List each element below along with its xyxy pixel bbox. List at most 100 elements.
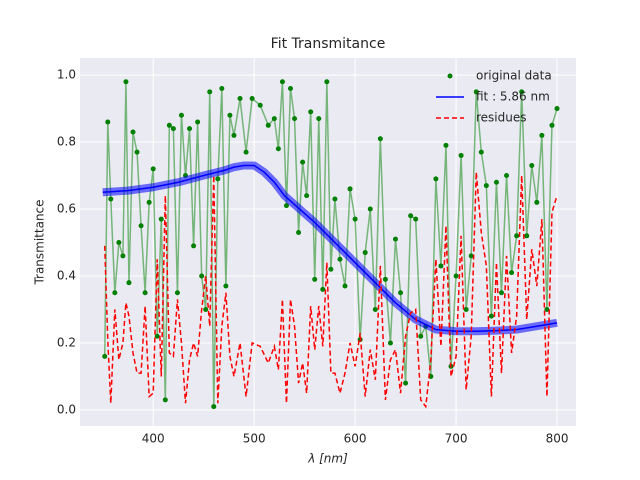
data-point bbox=[243, 149, 249, 155]
data-point bbox=[231, 132, 237, 138]
data-point bbox=[337, 256, 343, 262]
data-point bbox=[438, 263, 444, 269]
data-point bbox=[324, 79, 330, 85]
y-tick-label: 1.0 bbox=[57, 68, 76, 82]
data-point bbox=[362, 250, 368, 256]
data-point bbox=[195, 119, 201, 125]
data-point bbox=[138, 223, 144, 229]
data-point bbox=[347, 186, 353, 192]
data-point bbox=[102, 353, 108, 359]
data-point bbox=[146, 199, 152, 205]
data-point bbox=[227, 112, 233, 118]
data-point bbox=[178, 112, 184, 118]
data-point bbox=[488, 313, 494, 319]
data-point bbox=[287, 85, 293, 91]
legend-label: original data bbox=[476, 69, 552, 83]
data-point bbox=[418, 333, 424, 339]
data-point bbox=[392, 236, 398, 242]
data-point bbox=[265, 122, 271, 128]
data-point bbox=[514, 233, 520, 239]
y-tick-label: 0.0 bbox=[57, 402, 76, 416]
legend-marker bbox=[447, 73, 453, 79]
fit-line bbox=[102, 164, 558, 332]
data-point bbox=[170, 126, 176, 132]
data-point bbox=[433, 176, 439, 182]
data-point bbox=[539, 132, 545, 138]
data-point bbox=[142, 290, 148, 296]
data-point bbox=[478, 149, 484, 155]
data-point bbox=[211, 404, 217, 410]
data-point bbox=[498, 290, 504, 296]
data-point bbox=[524, 233, 530, 239]
x-tick-label: 700 bbox=[445, 432, 468, 446]
y-axis-label: Transmittance bbox=[33, 199, 47, 285]
data-point bbox=[458, 152, 464, 158]
x-tick-label: 600 bbox=[344, 432, 367, 446]
data-point bbox=[504, 173, 510, 179]
data-point bbox=[215, 176, 221, 182]
data-point bbox=[120, 253, 126, 259]
data-point bbox=[158, 216, 164, 222]
data-point bbox=[174, 290, 180, 296]
data-point bbox=[367, 206, 373, 212]
data-point bbox=[150, 166, 156, 172]
data-point bbox=[203, 306, 209, 312]
data-point bbox=[134, 149, 140, 155]
data-point bbox=[223, 283, 229, 289]
residue-line bbox=[103, 172, 558, 409]
data-point bbox=[237, 96, 243, 102]
data-point bbox=[112, 290, 118, 296]
data-point bbox=[320, 286, 326, 292]
data-point bbox=[199, 273, 205, 279]
data-point bbox=[463, 306, 469, 312]
data-point bbox=[166, 122, 172, 128]
data-point bbox=[130, 129, 136, 135]
data-point bbox=[554, 106, 560, 112]
y-tick-label: 0.6 bbox=[57, 202, 76, 216]
y-tick-label: 0.2 bbox=[57, 335, 76, 349]
chart-title: Fit Transmitance bbox=[271, 36, 386, 52]
data-point bbox=[387, 340, 393, 346]
data-point bbox=[154, 333, 160, 339]
data-point bbox=[372, 306, 378, 312]
data-point bbox=[108, 196, 114, 202]
data-point bbox=[468, 253, 474, 259]
data-point bbox=[453, 273, 459, 279]
x-tick-label: 500 bbox=[243, 432, 266, 446]
data-point bbox=[509, 270, 515, 276]
data-point bbox=[162, 397, 168, 403]
data-point bbox=[219, 85, 225, 91]
data-point bbox=[187, 126, 193, 132]
data-point bbox=[403, 380, 409, 386]
data-point bbox=[271, 116, 277, 122]
data-point bbox=[116, 240, 122, 246]
data-point bbox=[493, 179, 499, 185]
data-point bbox=[352, 216, 358, 222]
legend-label: residues bbox=[476, 111, 527, 125]
data-point bbox=[126, 280, 132, 286]
data-point bbox=[377, 136, 383, 142]
legend-label: fit : 5.86 nm bbox=[476, 90, 550, 104]
data-point bbox=[382, 276, 388, 282]
data-point bbox=[279, 79, 285, 85]
data-point bbox=[249, 96, 255, 102]
data-point bbox=[308, 109, 314, 115]
data-point bbox=[483, 183, 489, 189]
data-point bbox=[413, 216, 419, 222]
data-point bbox=[300, 159, 306, 165]
x-tick-label: 400 bbox=[142, 432, 165, 446]
data-point bbox=[123, 79, 129, 85]
data-point bbox=[342, 283, 348, 289]
data-point bbox=[292, 116, 298, 122]
data-point bbox=[408, 213, 414, 219]
data-point bbox=[105, 119, 111, 125]
data-point bbox=[534, 199, 540, 205]
x-tick-label: 800 bbox=[546, 432, 569, 446]
data-point bbox=[519, 89, 525, 95]
data-point bbox=[473, 89, 479, 95]
data-point bbox=[257, 102, 263, 108]
data-point bbox=[443, 142, 449, 148]
x-axis-label: λ [nm] bbox=[307, 452, 348, 466]
data-point bbox=[316, 116, 322, 122]
